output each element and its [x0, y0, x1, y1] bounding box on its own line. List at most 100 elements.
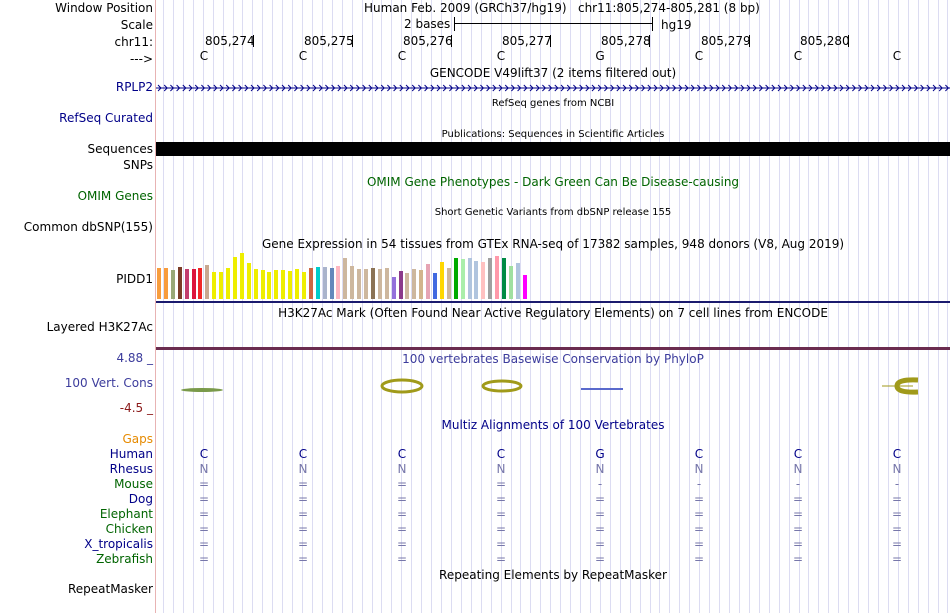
- gtex-tissue-bar[interactable]: [212, 272, 217, 299]
- gencode-gene-line[interactable]: [156, 81, 950, 95]
- gtex-tissue-bar[interactable]: [412, 269, 417, 299]
- gtex-tissue-bar[interactable]: [391, 277, 396, 299]
- phylop-logo[interactable]: [156, 372, 950, 402]
- gtex-tissue-bar[interactable]: [481, 262, 486, 299]
- gtex-tissue-bar[interactable]: [163, 268, 168, 299]
- gtex-tissue-bar[interactable]: [336, 266, 341, 299]
- multiz-gaps-label[interactable]: Gaps: [122, 432, 153, 446]
- gtex-tissue-bar[interactable]: [508, 266, 513, 299]
- gene-direction-chevron: [213, 84, 218, 92]
- gtex-tissue-bar[interactable]: [239, 253, 244, 299]
- gtex-track-title[interactable]: Gene Expression in 54 tissues from GTEx …: [261, 237, 845, 251]
- gtex-tissue-bar[interactable]: [232, 257, 237, 299]
- gtex-tissue-bar[interactable]: [364, 269, 368, 299]
- gtex-tissue-bar[interactable]: [467, 258, 472, 299]
- multiz-species-label[interactable]: Mouse: [114, 477, 153, 491]
- gtex-tissue-bar[interactable]: [315, 267, 320, 299]
- gtex-tissue-bar[interactable]: [267, 272, 272, 299]
- h3k27ac-label[interactable]: Layered H3K27Ac: [46, 320, 153, 334]
- multiz-species-label[interactable]: Chicken: [105, 522, 153, 536]
- gtex-tissue-bar[interactable]: [488, 258, 493, 299]
- multiz-species-label[interactable]: Dog: [128, 492, 153, 506]
- gene-direction-chevron: [690, 84, 695, 92]
- gtex-tissue-bar[interactable]: [370, 268, 375, 299]
- gtex-tissue-bar[interactable]: [502, 258, 506, 299]
- gtex-tissue-bar[interactable]: [405, 273, 410, 299]
- gtex-tissue-bar[interactable]: [350, 266, 355, 299]
- gtex-tissue-bar[interactable]: [177, 267, 182, 299]
- gtex-tissue-bar[interactable]: [384, 268, 389, 299]
- gtex-tissue-bar[interactable]: [301, 272, 306, 299]
- repeatmasker-track-title[interactable]: Repeating Elements by RepeatMasker: [439, 568, 667, 582]
- gtex-tissue-bar[interactable]: [439, 262, 444, 299]
- gtex-tissue-bar[interactable]: [246, 263, 251, 299]
- window-position-label[interactable]: Window Position: [55, 1, 153, 15]
- chrom-label[interactable]: chr11:: [114, 35, 153, 49]
- gtex-tissue-bar[interactable]: [398, 271, 403, 299]
- phylop-track-title[interactable]: 100 vertebrates Basewise Conservation by…: [402, 352, 704, 366]
- multiz-species-label[interactable]: X_tropicalis: [84, 537, 153, 551]
- gtex-tissue-bar[interactable]: [274, 270, 279, 299]
- gtex-tissue-bar[interactable]: [184, 269, 189, 299]
- h3k27ac-track-title[interactable]: H3K27Ac Mark (Often Found Near Active Re…: [278, 306, 828, 320]
- repeatmasker-label[interactable]: RepeatMasker: [67, 582, 153, 596]
- phylop-label[interactable]: 100 Vert. Cons: [64, 376, 153, 390]
- gtex-tissue-bar[interactable]: [295, 269, 299, 299]
- gtex-tissue-bar[interactable]: [515, 263, 520, 299]
- gtex-tissue-bar[interactable]: [308, 268, 313, 299]
- gtex-tissue-bar[interactable]: [260, 270, 265, 299]
- gtex-tissue-bar[interactable]: [322, 267, 327, 299]
- snps-label[interactable]: SNPs: [123, 158, 153, 172]
- gtex-tissue-bar[interactable]: [288, 271, 293, 299]
- gene-direction-chevron: [752, 84, 757, 92]
- gtex-tissue-bar[interactable]: [343, 258, 348, 299]
- dbsnp-track-title[interactable]: Short Genetic Variants from dbSNP releas…: [434, 207, 672, 218]
- gtex-tissue-bar[interactable]: [329, 268, 334, 299]
- multiz-species-label[interactable]: Human: [109, 447, 153, 461]
- gencode-item-label[interactable]: RPLP2: [115, 80, 153, 94]
- grid-line: [451, 0, 452, 613]
- gencode-track-title[interactable]: GENCODE V49lift37 (2 items filtered out): [429, 66, 677, 80]
- multiz-species-label[interactable]: Zebrafish: [96, 552, 153, 566]
- gtex-tissue-bar[interactable]: [219, 272, 224, 299]
- grid-line: [501, 0, 502, 613]
- gtex-tissue-bar[interactable]: [170, 270, 175, 299]
- refseq-label[interactable]: RefSeq Curated: [59, 111, 153, 125]
- multiz-base: =: [891, 522, 903, 536]
- publications-track-title[interactable]: Publications: Sequences in Scientific Ar…: [441, 129, 665, 140]
- gtex-tissue-bar[interactable]: [205, 265, 210, 299]
- gtex-tissue-bar[interactable]: [357, 269, 362, 299]
- gtex-tissue-bar[interactable]: [377, 269, 382, 299]
- gtex-tissue-bar[interactable]: [226, 268, 230, 299]
- gtex-tissue-bar[interactable]: [191, 269, 196, 299]
- omim-label[interactable]: OMIM Genes: [77, 189, 153, 203]
- omim-track-title[interactable]: OMIM Gene Phenotypes - Dark Green Can Be…: [366, 175, 740, 189]
- h3k27ac-signal[interactable]: [156, 347, 950, 350]
- gtex-tissue-bar[interactable]: [522, 275, 527, 299]
- gtex-tissue-bar[interactable]: [474, 261, 479, 299]
- gtex-gene-label[interactable]: PIDD1: [116, 272, 153, 286]
- gtex-tissue-bar[interactable]: [253, 269, 258, 299]
- gtex-tissue-bar[interactable]: [433, 273, 437, 299]
- gtex-tissue-bar[interactable]: [426, 264, 431, 299]
- gtex-tissue-bar[interactable]: [460, 259, 465, 299]
- dbsnp-label[interactable]: Common dbSNP(155): [23, 220, 153, 234]
- multiz-base: =: [792, 507, 804, 521]
- gtex-tissue-bar[interactable]: [453, 258, 458, 299]
- gtex-tissue-bar[interactable]: [198, 268, 203, 299]
- sequences-label[interactable]: Sequences: [87, 142, 153, 156]
- multiz-base: N: [496, 462, 506, 476]
- gtex-tissue-bar[interactable]: [495, 256, 500, 299]
- gtex-tissue-bar[interactable]: [157, 268, 161, 299]
- gtex-tissue-bar[interactable]: [446, 268, 451, 299]
- multiz-species-label[interactable]: Elephant: [99, 507, 153, 521]
- gtex-tissue-bar[interactable]: [281, 270, 286, 299]
- refseq-track-title[interactable]: RefSeq genes from NCBI: [491, 98, 615, 109]
- multiz-species-label[interactable]: Rhesus: [109, 462, 153, 476]
- scale-label[interactable]: Scale: [120, 18, 153, 32]
- multiz-track-title[interactable]: Multiz Alignments of 100 Vertebrates: [441, 418, 665, 432]
- gtex-tissue-bar[interactable]: [419, 270, 424, 299]
- gene-direction-chevron: [635, 84, 640, 92]
- sequences-bar[interactable]: [156, 142, 950, 156]
